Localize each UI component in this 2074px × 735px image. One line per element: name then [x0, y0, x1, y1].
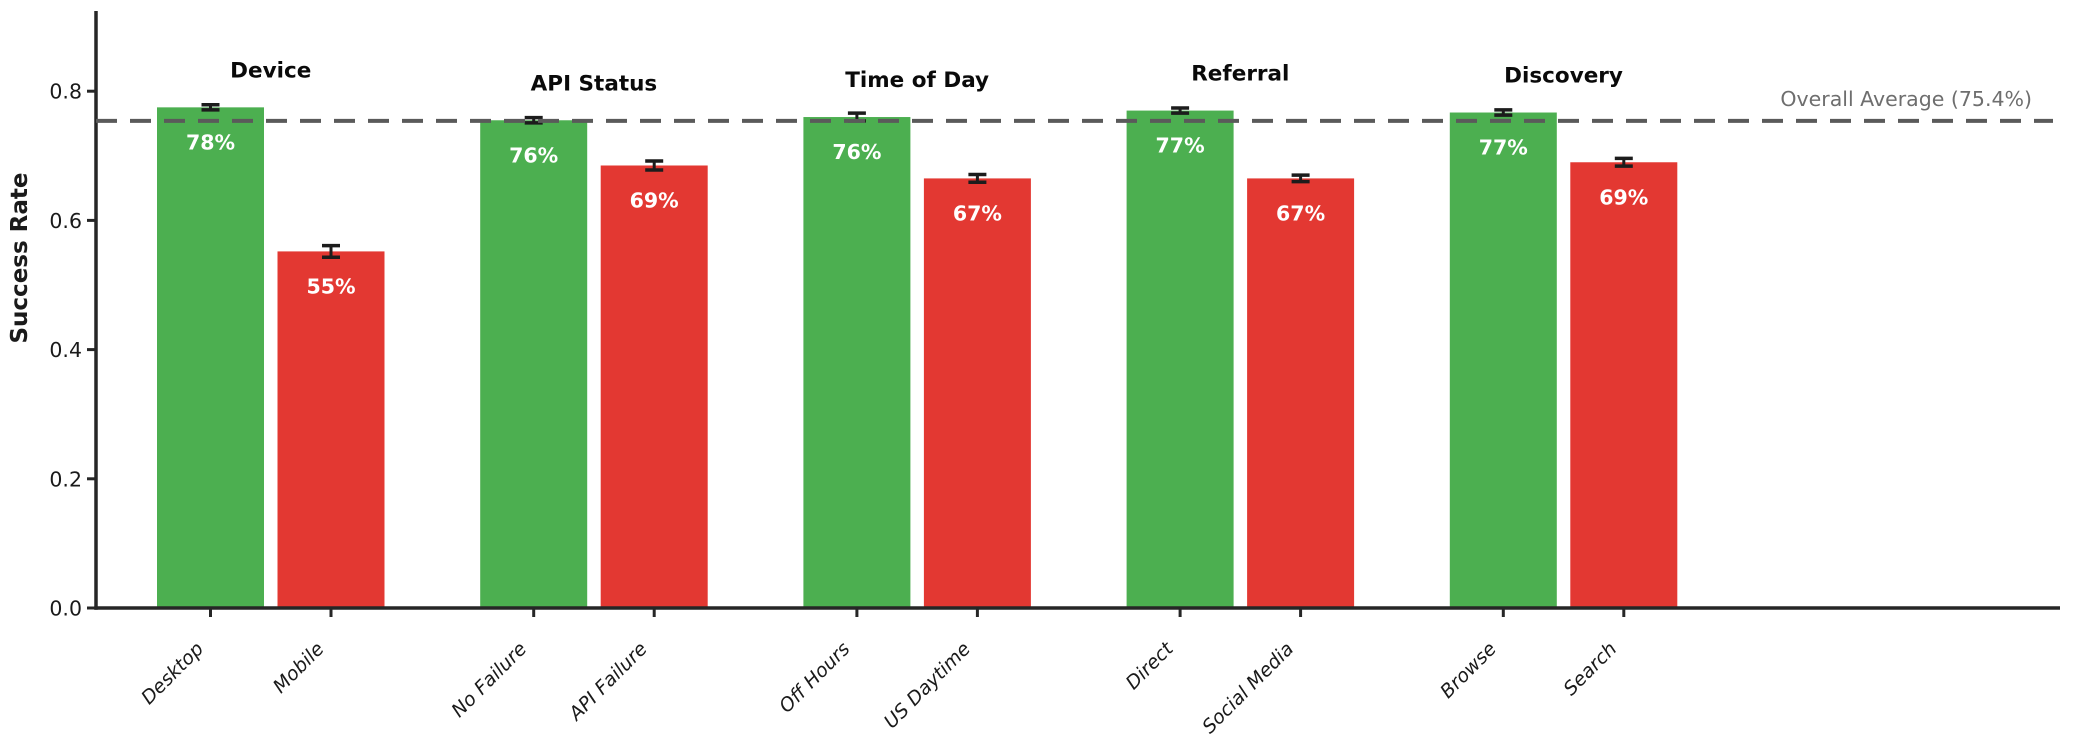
- group-title-device: Device: [230, 58, 311, 83]
- group-title-referral: Referral: [1191, 62, 1289, 87]
- bar-off-hours: [803, 117, 911, 608]
- bar-direct: [1126, 110, 1234, 608]
- x-tick-label-mobile: Mobile: [269, 638, 329, 698]
- bar-value-label-direct: 77%: [1156, 134, 1205, 158]
- group-title-time-of-day: Time of Day: [845, 68, 989, 93]
- y-tick-label-0.8: 0.8: [49, 80, 82, 104]
- bar-value-label-us-daytime: 67%: [953, 201, 1002, 225]
- x-tick-label-search: Search: [1559, 638, 1621, 700]
- bar-desktop: [157, 107, 264, 608]
- group-title-api-status: API Status: [531, 71, 658, 96]
- y-axis-label: Success Rate: [7, 172, 33, 343]
- bar-value-label-desktop: 78%: [186, 130, 235, 154]
- y-tick-label-0: 0.0: [49, 597, 82, 621]
- bar-api-failure: [600, 165, 708, 609]
- x-tick-label-desktop: Desktop: [137, 638, 208, 709]
- x-tick-label-browse: Browse: [1436, 638, 1501, 703]
- bar-social-media: [1247, 178, 1355, 608]
- bar-us-daytime: [923, 178, 1031, 608]
- x-tick-label-direct: Direct: [1122, 637, 1179, 694]
- y-tick-label-0.4: 0.4: [49, 338, 82, 362]
- x-tick-label-no-failure: No Failure: [447, 638, 531, 722]
- group-title-discovery: Discovery: [1504, 64, 1623, 89]
- bar-value-label-no-failure: 76%: [509, 143, 558, 167]
- bar-value-label-mobile: 55%: [306, 274, 355, 298]
- bar-value-label-off-hours: 76%: [832, 140, 881, 164]
- bar-mobile: [277, 251, 385, 608]
- x-tick-label-us-daytime: US Daytime: [880, 638, 975, 733]
- bar-value-label-search: 69%: [1599, 185, 1648, 209]
- bar-value-label-browse: 77%: [1479, 136, 1528, 160]
- bar-value-label-social-media: 67%: [1276, 201, 1325, 225]
- bar-browse: [1449, 112, 1557, 608]
- bar-no-failure: [480, 120, 588, 609]
- x-tick-label-off-hours: Off Hours: [775, 638, 855, 718]
- y-tick-label-0.6: 0.6: [49, 209, 82, 233]
- bar-search: [1570, 162, 1678, 608]
- bar-value-label-api-failure: 69%: [630, 188, 679, 212]
- y-tick-label-0.2: 0.2: [49, 467, 82, 491]
- x-tick-label-api-failure: API Failure: [564, 638, 652, 726]
- overall-average-label: Overall Average (75.4%): [1780, 87, 2032, 111]
- x-tick-label-social-media: Social Media: [1198, 638, 1298, 735]
